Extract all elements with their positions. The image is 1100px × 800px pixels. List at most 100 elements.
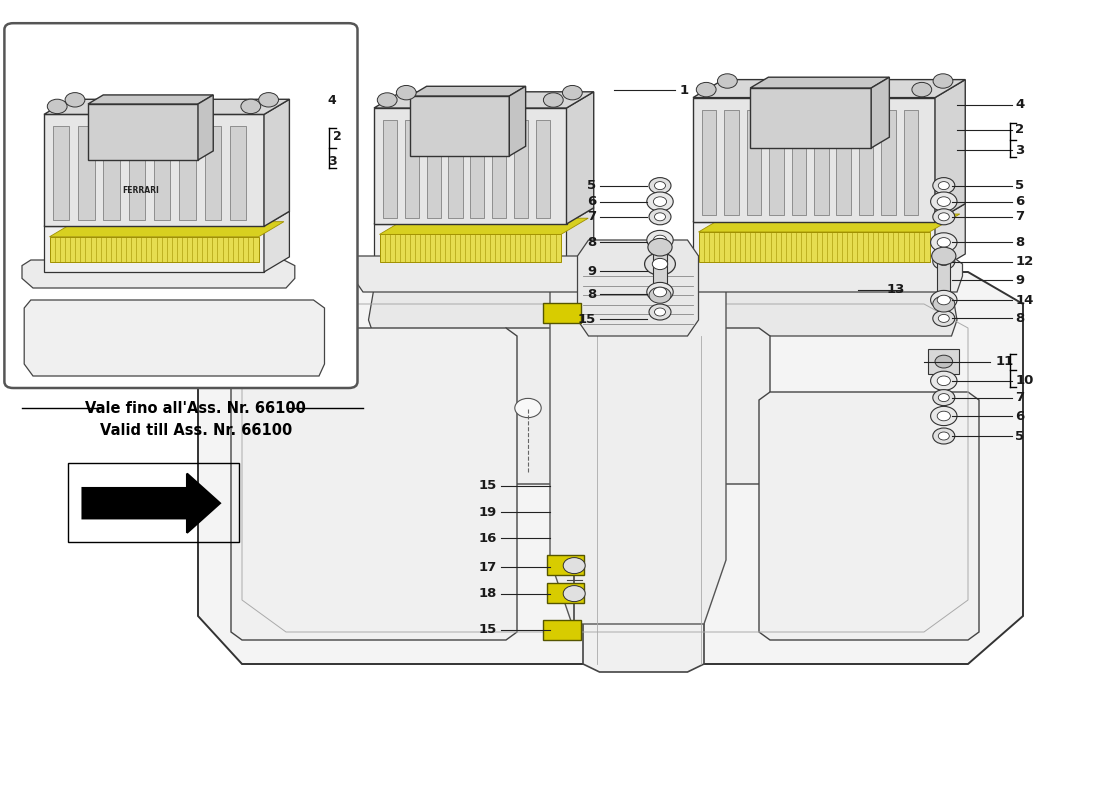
Circle shape xyxy=(647,282,673,302)
Polygon shape xyxy=(671,256,962,292)
Polygon shape xyxy=(374,92,594,108)
Text: 17: 17 xyxy=(478,561,497,574)
Polygon shape xyxy=(693,203,966,222)
Polygon shape xyxy=(566,208,594,272)
Circle shape xyxy=(931,290,957,310)
Polygon shape xyxy=(471,120,484,218)
Circle shape xyxy=(653,235,667,245)
Circle shape xyxy=(649,304,671,320)
Circle shape xyxy=(377,93,397,107)
Text: 10: 10 xyxy=(1015,374,1034,387)
Polygon shape xyxy=(693,98,935,222)
Polygon shape xyxy=(374,224,566,272)
Polygon shape xyxy=(352,256,588,292)
Text: 2: 2 xyxy=(1015,123,1024,136)
Polygon shape xyxy=(814,110,828,215)
Polygon shape xyxy=(871,78,889,148)
Polygon shape xyxy=(374,208,594,224)
Circle shape xyxy=(654,213,666,221)
Circle shape xyxy=(938,213,949,221)
Text: 3: 3 xyxy=(328,155,337,168)
Circle shape xyxy=(515,398,541,418)
Polygon shape xyxy=(747,110,761,215)
Polygon shape xyxy=(536,120,550,218)
Polygon shape xyxy=(769,110,783,215)
Polygon shape xyxy=(154,126,170,220)
Circle shape xyxy=(938,182,949,190)
Bar xyxy=(653,247,667,295)
Circle shape xyxy=(563,586,585,602)
Text: 16: 16 xyxy=(478,532,497,545)
Polygon shape xyxy=(550,264,726,624)
Text: 6: 6 xyxy=(1015,410,1024,422)
Bar xyxy=(379,234,561,262)
Text: 12: 12 xyxy=(1015,255,1034,268)
Polygon shape xyxy=(78,126,95,220)
Circle shape xyxy=(647,192,673,211)
Text: 13: 13 xyxy=(887,283,905,296)
Circle shape xyxy=(931,233,957,252)
Polygon shape xyxy=(50,222,284,237)
Circle shape xyxy=(933,178,955,194)
Polygon shape xyxy=(427,120,441,218)
Polygon shape xyxy=(935,203,966,272)
Bar xyxy=(50,237,258,262)
Polygon shape xyxy=(566,92,594,224)
Text: 2: 2 xyxy=(333,130,342,142)
Circle shape xyxy=(241,99,261,114)
Circle shape xyxy=(647,230,673,250)
Text: 9: 9 xyxy=(587,265,596,278)
Polygon shape xyxy=(514,120,528,218)
Circle shape xyxy=(649,287,671,303)
Polygon shape xyxy=(24,300,324,376)
Polygon shape xyxy=(405,120,419,218)
Polygon shape xyxy=(231,328,517,640)
Circle shape xyxy=(258,93,278,107)
Text: 7: 7 xyxy=(1015,391,1024,404)
Circle shape xyxy=(933,254,955,270)
Circle shape xyxy=(563,558,585,574)
Circle shape xyxy=(649,209,671,225)
Circle shape xyxy=(932,247,956,265)
Polygon shape xyxy=(230,126,246,220)
Bar xyxy=(543,303,581,323)
Polygon shape xyxy=(44,114,264,226)
Circle shape xyxy=(931,406,957,426)
Polygon shape xyxy=(44,226,264,272)
Circle shape xyxy=(937,295,950,305)
Text: 3: 3 xyxy=(1015,144,1024,157)
Bar xyxy=(543,620,581,640)
Text: 14: 14 xyxy=(1015,294,1034,306)
Text: 5: 5 xyxy=(1015,179,1024,192)
Text: 1: 1 xyxy=(680,84,689,97)
Text: 7: 7 xyxy=(587,210,596,223)
Circle shape xyxy=(649,178,671,194)
Polygon shape xyxy=(693,288,957,336)
Text: 8: 8 xyxy=(1015,236,1024,249)
Circle shape xyxy=(938,258,949,266)
Circle shape xyxy=(648,238,672,256)
Text: 5: 5 xyxy=(587,179,596,192)
Polygon shape xyxy=(88,104,198,160)
Polygon shape xyxy=(836,110,851,215)
Polygon shape xyxy=(264,99,289,226)
Polygon shape xyxy=(22,260,295,288)
Text: 5: 5 xyxy=(1015,430,1024,442)
Polygon shape xyxy=(449,120,463,218)
Text: a passion for parts: a passion for parts xyxy=(461,448,771,560)
Polygon shape xyxy=(53,126,69,220)
Text: 6: 6 xyxy=(1015,195,1024,208)
Text: 4: 4 xyxy=(1015,98,1024,111)
Circle shape xyxy=(937,238,950,247)
Circle shape xyxy=(47,99,67,114)
Text: FERRARI: FERRARI xyxy=(122,186,160,195)
Polygon shape xyxy=(750,78,889,88)
FancyBboxPatch shape xyxy=(4,23,358,388)
Polygon shape xyxy=(509,86,526,156)
Text: 15: 15 xyxy=(478,623,497,636)
Text: 7: 7 xyxy=(1015,210,1024,223)
Polygon shape xyxy=(693,222,935,272)
Polygon shape xyxy=(82,474,220,533)
Bar xyxy=(547,555,584,575)
Polygon shape xyxy=(495,328,770,484)
